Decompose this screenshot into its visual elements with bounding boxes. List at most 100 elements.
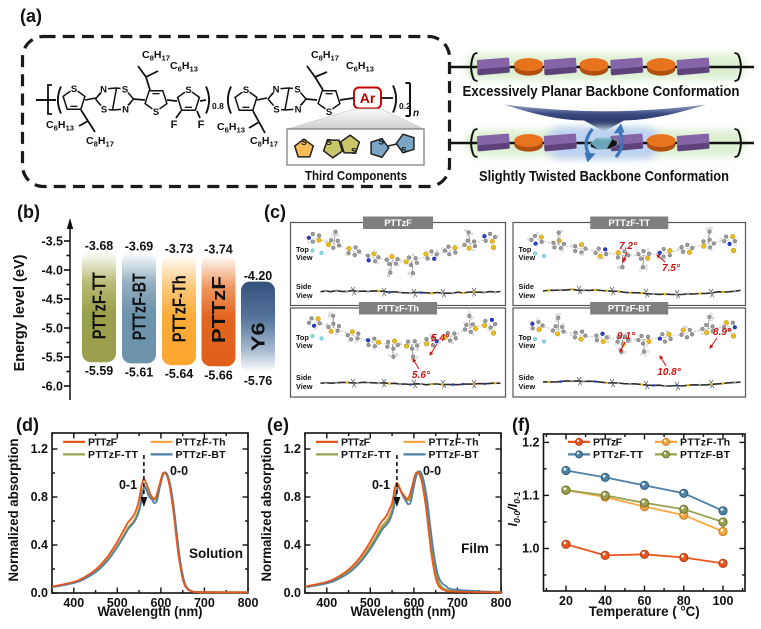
svg-text:Wavelength (nm): Wavelength (nm) [98, 604, 203, 619]
svg-text:5.4°: 5.4° [431, 333, 450, 344]
svg-text:Solution: Solution [189, 546, 243, 561]
svg-text:View: View [296, 291, 313, 300]
svg-text:S: S [273, 104, 279, 115]
svg-text:0.8: 0.8 [284, 490, 301, 504]
svg-text:N: N [122, 104, 129, 115]
svg-text:100: 100 [713, 594, 734, 608]
svg-text:10.8°: 10.8° [657, 367, 681, 378]
svg-text:Film: Film [461, 541, 489, 556]
svg-text:S: S [301, 137, 307, 147]
svg-text:800: 800 [238, 596, 259, 610]
svg-text:PTTzF-BT: PTTzF-BT [429, 449, 480, 461]
svg-text:Normalized absorption: Normalized absorption [259, 439, 274, 582]
svg-text:7.5°: 7.5° [662, 263, 681, 274]
svg-text:1.2: 1.2 [522, 435, 539, 449]
svg-text:Side: Side [519, 282, 534, 291]
svg-text:Ar: Ar [360, 90, 376, 106]
svg-text:Side: Side [296, 373, 311, 382]
svg-text:Temperature ( °C): Temperature ( °C) [589, 604, 700, 619]
svg-text:40: 40 [598, 594, 612, 608]
svg-text:PTTzF: PTTzF [88, 436, 118, 448]
svg-text:Top: Top [296, 245, 309, 254]
svg-text:1.1: 1.1 [522, 488, 539, 502]
svg-text:(d): (d) [16, 415, 39, 435]
svg-text:Side: Side [296, 282, 311, 291]
svg-text:Top: Top [296, 333, 309, 342]
svg-text:Y6: Y6 [248, 322, 269, 351]
svg-text:0-0: 0-0 [170, 464, 188, 478]
svg-text:View: View [296, 341, 313, 350]
svg-text:0.0: 0.0 [31, 586, 48, 600]
svg-text:S: S [378, 136, 384, 146]
svg-text:View: View [519, 291, 536, 300]
svg-text:S: S [326, 107, 332, 118]
svg-text:F: F [171, 119, 178, 131]
svg-text:S: S [401, 145, 407, 155]
svg-text:PTTzF-TT: PTTzF-TT [89, 272, 110, 340]
svg-text:PTTzF-TT: PTTzF-TT [608, 218, 650, 229]
svg-text:5.6°: 5.6° [412, 370, 431, 381]
svg-text:-4.5: -4.5 [41, 293, 63, 307]
svg-text:9.1°: 9.1° [617, 331, 636, 342]
svg-text:700: 700 [447, 596, 468, 610]
svg-text:-5.59: -5.59 [85, 364, 114, 378]
svg-text:PTTzF-TT: PTTzF-TT [341, 449, 392, 461]
svg-text:PTTzF-Th: PTTzF-Th [169, 275, 190, 342]
svg-text:500: 500 [107, 596, 128, 610]
svg-text:20: 20 [559, 594, 573, 608]
svg-text:Side: Side [519, 373, 534, 382]
svg-text:0.4: 0.4 [284, 538, 301, 552]
svg-text:(f): (f) [512, 415, 530, 435]
svg-text:PTTzF-Th: PTTzF-Th [680, 436, 730, 448]
svg-text:Third Components: Third Components [305, 168, 407, 183]
svg-text:View: View [519, 341, 536, 350]
svg-text:-3.5: -3.5 [41, 235, 63, 249]
svg-text:400: 400 [63, 596, 84, 610]
svg-text:S: S [101, 104, 107, 115]
svg-text:8.9°: 8.9° [713, 327, 732, 338]
svg-text:-3.68: -3.68 [85, 239, 114, 253]
svg-text:-3.73: -3.73 [165, 242, 194, 256]
svg-text:Excessively Planar Backbone Co: Excessively Planar Backbone Conformation [463, 83, 740, 100]
svg-text:PTTzF-Th: PTTzF-Th [176, 436, 226, 448]
svg-text:80: 80 [677, 594, 691, 608]
svg-text:0-0: 0-0 [423, 464, 441, 478]
svg-text:600: 600 [150, 596, 171, 610]
svg-text:N: N [273, 84, 280, 95]
svg-text:Top: Top [519, 333, 532, 342]
svg-text:0.2: 0.2 [399, 101, 411, 111]
svg-text:7.2°: 7.2° [619, 241, 638, 252]
svg-text:S: S [326, 137, 332, 147]
svg-text:n: n [413, 108, 419, 119]
svg-text:0-1: 0-1 [119, 478, 137, 492]
svg-text:700: 700 [194, 596, 215, 610]
svg-text:S: S [294, 84, 300, 95]
svg-text:-3.69: -3.69 [125, 240, 154, 254]
svg-text:1.2: 1.2 [31, 442, 48, 456]
svg-text:Slightly Twisted Backbone Conf: Slightly Twisted Backbone Conformation [479, 168, 729, 185]
svg-text:PTTzF: PTTzF [384, 218, 412, 229]
svg-text:PTTzF-TT: PTTzF-TT [593, 449, 644, 461]
svg-text:Wavelength (nm): Wavelength (nm) [351, 604, 456, 619]
svg-text:-4.20: -4.20 [244, 269, 273, 283]
svg-text:0.8: 0.8 [212, 101, 224, 111]
svg-text:(a): (a) [20, 6, 42, 26]
svg-text:-5.76: -5.76 [244, 374, 273, 388]
svg-text:PTTzF: PTTzF [593, 436, 623, 448]
svg-text:0.0: 0.0 [284, 586, 301, 600]
svg-text:View: View [296, 253, 313, 262]
svg-text:S: S [122, 84, 128, 95]
svg-text:Top: Top [519, 245, 532, 254]
svg-text:S: S [71, 84, 77, 95]
svg-text:N: N [295, 104, 302, 115]
svg-text:S: S [351, 146, 357, 156]
svg-text:-6.0: -6.0 [41, 380, 63, 394]
svg-text:Energy level (eV): Energy level (eV) [12, 254, 28, 371]
svg-text:PTTzF: PTTzF [208, 276, 229, 343]
svg-text:60: 60 [638, 594, 652, 608]
svg-text:S: S [243, 85, 249, 96]
svg-text:800: 800 [491, 596, 512, 610]
svg-text:0.8: 0.8 [31, 490, 48, 504]
svg-text:F: F [198, 119, 205, 131]
svg-text:1.0: 1.0 [522, 542, 539, 556]
